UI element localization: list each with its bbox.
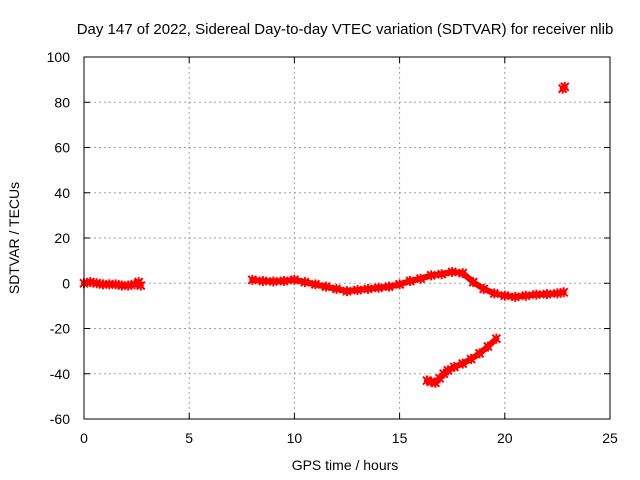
data-point	[394, 279, 405, 290]
y-tick-label: -20	[50, 321, 70, 337]
data-point	[268, 276, 279, 287]
plot-area	[79, 81, 570, 388]
data-point	[247, 274, 258, 285]
y-tick-label: -40	[50, 366, 70, 382]
data-point	[500, 290, 510, 301]
data-point	[373, 282, 384, 293]
data-point	[384, 281, 394, 292]
data-point	[560, 81, 570, 92]
axis-ticks: 0 5 10 15 20 25 -60 -40 -20 0 20 40 60 80 100	[47, 49, 618, 446]
data-point	[521, 290, 531, 301]
data-point	[258, 275, 268, 286]
data-point	[542, 289, 552, 300]
data-point	[331, 283, 342, 294]
grid	[84, 57, 610, 419]
y-tick-label: 80	[54, 94, 70, 110]
x-tick-label: 20	[497, 430, 513, 446]
y-tick-label: -60	[50, 411, 70, 427]
series-segment-4	[557, 81, 570, 94]
x-tick-label: 5	[185, 430, 193, 446]
y-axis-label: SDTVAR / TECUs	[6, 182, 22, 294]
data-point	[483, 341, 493, 352]
data-point	[458, 268, 468, 279]
data-point	[466, 354, 476, 365]
data-point	[531, 289, 542, 300]
data-point	[491, 333, 502, 344]
x-tick-label: 10	[287, 430, 303, 446]
x-tick-label: 25	[602, 430, 618, 446]
y-tick-label: 40	[54, 185, 70, 201]
data-point	[468, 277, 478, 288]
data-point	[559, 287, 569, 298]
data-point	[443, 365, 453, 376]
data-point	[489, 288, 499, 299]
data-point	[458, 358, 468, 369]
data-point	[510, 291, 521, 302]
series-segment-2	[247, 266, 569, 302]
plot-frame	[83, 56, 611, 420]
data-point	[289, 274, 300, 285]
data-point	[279, 275, 289, 286]
data-point	[136, 280, 146, 291]
x-tick-label: 0	[80, 430, 88, 446]
data-point	[426, 270, 436, 281]
data-point	[352, 285, 363, 296]
data-point	[342, 286, 352, 297]
y-tick-label: 0	[62, 275, 70, 291]
y-tick-label: 100	[47, 49, 71, 65]
data-point	[363, 283, 373, 294]
series-segment-1	[79, 277, 146, 291]
series-segment-3	[422, 333, 502, 388]
y-tick-label: 60	[54, 140, 70, 156]
x-tick-label: 15	[392, 430, 408, 446]
data-point	[474, 348, 485, 359]
data-point	[415, 273, 426, 284]
data-point	[447, 266, 457, 277]
chart-title: Day 147 of 2022, Sidereal Day-to-day VTE…	[77, 21, 614, 38]
x-axis-label: GPS time / hours	[292, 457, 399, 473]
data-point	[321, 281, 331, 292]
data-point	[436, 269, 447, 280]
data-point	[300, 277, 310, 288]
data-point	[405, 275, 415, 286]
data-point	[449, 361, 460, 372]
y-tick-label: 20	[54, 230, 70, 246]
data-point	[479, 283, 489, 294]
data-point	[310, 279, 321, 290]
